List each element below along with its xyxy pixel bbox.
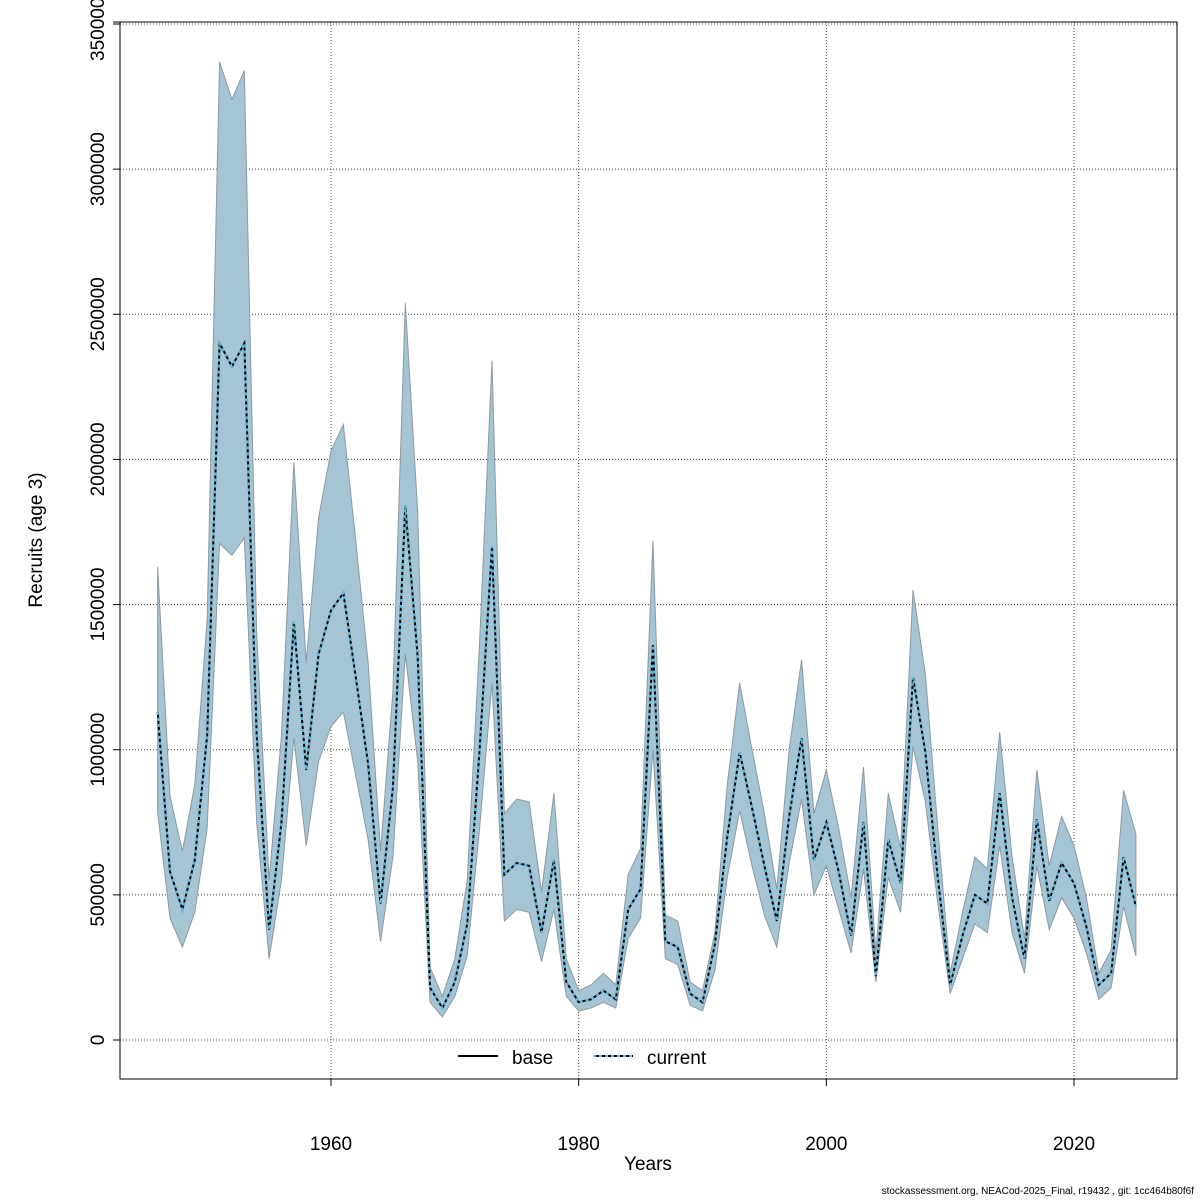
legend-base-label: base — [512, 1048, 553, 1069]
y-tick-label: 0 — [88, 1035, 109, 1046]
y-tick-label: 3000000 — [88, 132, 109, 206]
x-tick-label: 1960 — [310, 1134, 352, 1155]
footer-note: stockassessment.org, NEACod-2025_Final, … — [881, 1186, 1194, 1197]
legend: base current — [458, 1048, 707, 1069]
y-tick-label: 1000000 — [88, 713, 109, 787]
y-tick-label: 1500000 — [88, 568, 109, 642]
y-tick-label: 2000000 — [88, 422, 109, 496]
y-tick-label: 3500000 — [88, 0, 109, 61]
x-axis-label: Years — [624, 1154, 672, 1175]
x-tick-label: 2020 — [1053, 1134, 1095, 1155]
plot-frame — [119, 21, 1178, 1080]
y-axis: 0 500000 1000000 1500000 2000000 2500000 30000… — [88, 0, 120, 1045]
legend-current-label: current — [647, 1048, 707, 1069]
y-tick-label: 2500000 — [88, 277, 109, 351]
x-tick-label: 1980 — [558, 1134, 600, 1155]
series-line-current — [156, 339, 1137, 1011]
confidence-band — [157, 61, 1137, 1018]
x-tick-label: 2000 — [805, 1134, 847, 1155]
confidence-band-area — [157, 61, 1137, 1018]
y-axis-label: Recruits (age 3) — [26, 472, 47, 607]
y-tick-label: 500000 — [88, 863, 109, 926]
series-lines — [156, 339, 1137, 1011]
x-axis: 1960 1980 2000 2020 — [310, 1079, 1095, 1155]
